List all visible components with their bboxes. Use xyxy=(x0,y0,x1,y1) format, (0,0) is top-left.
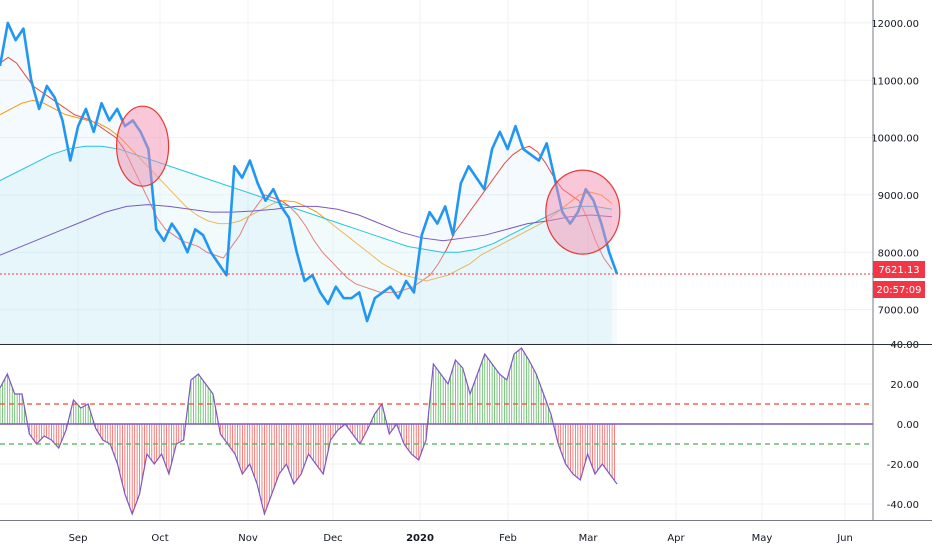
y-tick-label: 11000.00 xyxy=(871,76,919,87)
x-tick-label: Apr xyxy=(667,533,685,544)
osc-y-tick-label: -20.00 xyxy=(887,460,919,471)
highlight-circle xyxy=(116,105,170,187)
y-tick-label: 12000.00 xyxy=(871,19,919,30)
highlight-circle xyxy=(545,169,621,255)
ma-line xyxy=(0,204,613,256)
y-tick-label: 7000.00 xyxy=(878,306,919,317)
y-tick-label: 8000.00 xyxy=(878,248,919,259)
price-series xyxy=(0,21,873,344)
y-tick-label: 10000.00 xyxy=(871,134,919,145)
oscillator-pane xyxy=(0,347,873,517)
x-tick-label: 2020 xyxy=(406,533,434,544)
chart-grid xyxy=(0,0,873,520)
x-tick-label: Oct xyxy=(151,533,168,544)
ma-line xyxy=(0,145,613,253)
y-tick-label: 9000.00 xyxy=(878,191,919,202)
osc-y-tick-label: 20.00 xyxy=(890,380,919,391)
x-tick-label: Dec xyxy=(323,533,342,544)
price-tag-bg xyxy=(873,261,925,278)
price-area-fill xyxy=(0,22,617,344)
osc-y-tick-label: -40.00 xyxy=(887,500,919,511)
price-line xyxy=(0,21,619,323)
x-tick-label: Jun xyxy=(836,533,853,544)
x-tick-label: Nov xyxy=(238,533,258,544)
x-tick-label: Mar xyxy=(579,533,599,544)
osc-y-tick-label: 40.00 xyxy=(890,340,919,351)
osc-line xyxy=(0,347,618,517)
osc-y-tick-label: 0.00 xyxy=(897,420,919,431)
x-tick-label: May xyxy=(752,533,773,544)
x-tick-label: Sep xyxy=(69,533,88,544)
time-tag-label: 20:57:09 xyxy=(877,285,922,296)
price-tag-label: 7621.13 xyxy=(878,265,919,276)
ma-line xyxy=(0,56,613,293)
x-tick-label: Feb xyxy=(499,533,517,544)
price-tags: 7621.13 20:57:09 xyxy=(873,261,925,298)
time-tag-bg xyxy=(873,281,925,298)
highlight-circles xyxy=(116,105,621,255)
